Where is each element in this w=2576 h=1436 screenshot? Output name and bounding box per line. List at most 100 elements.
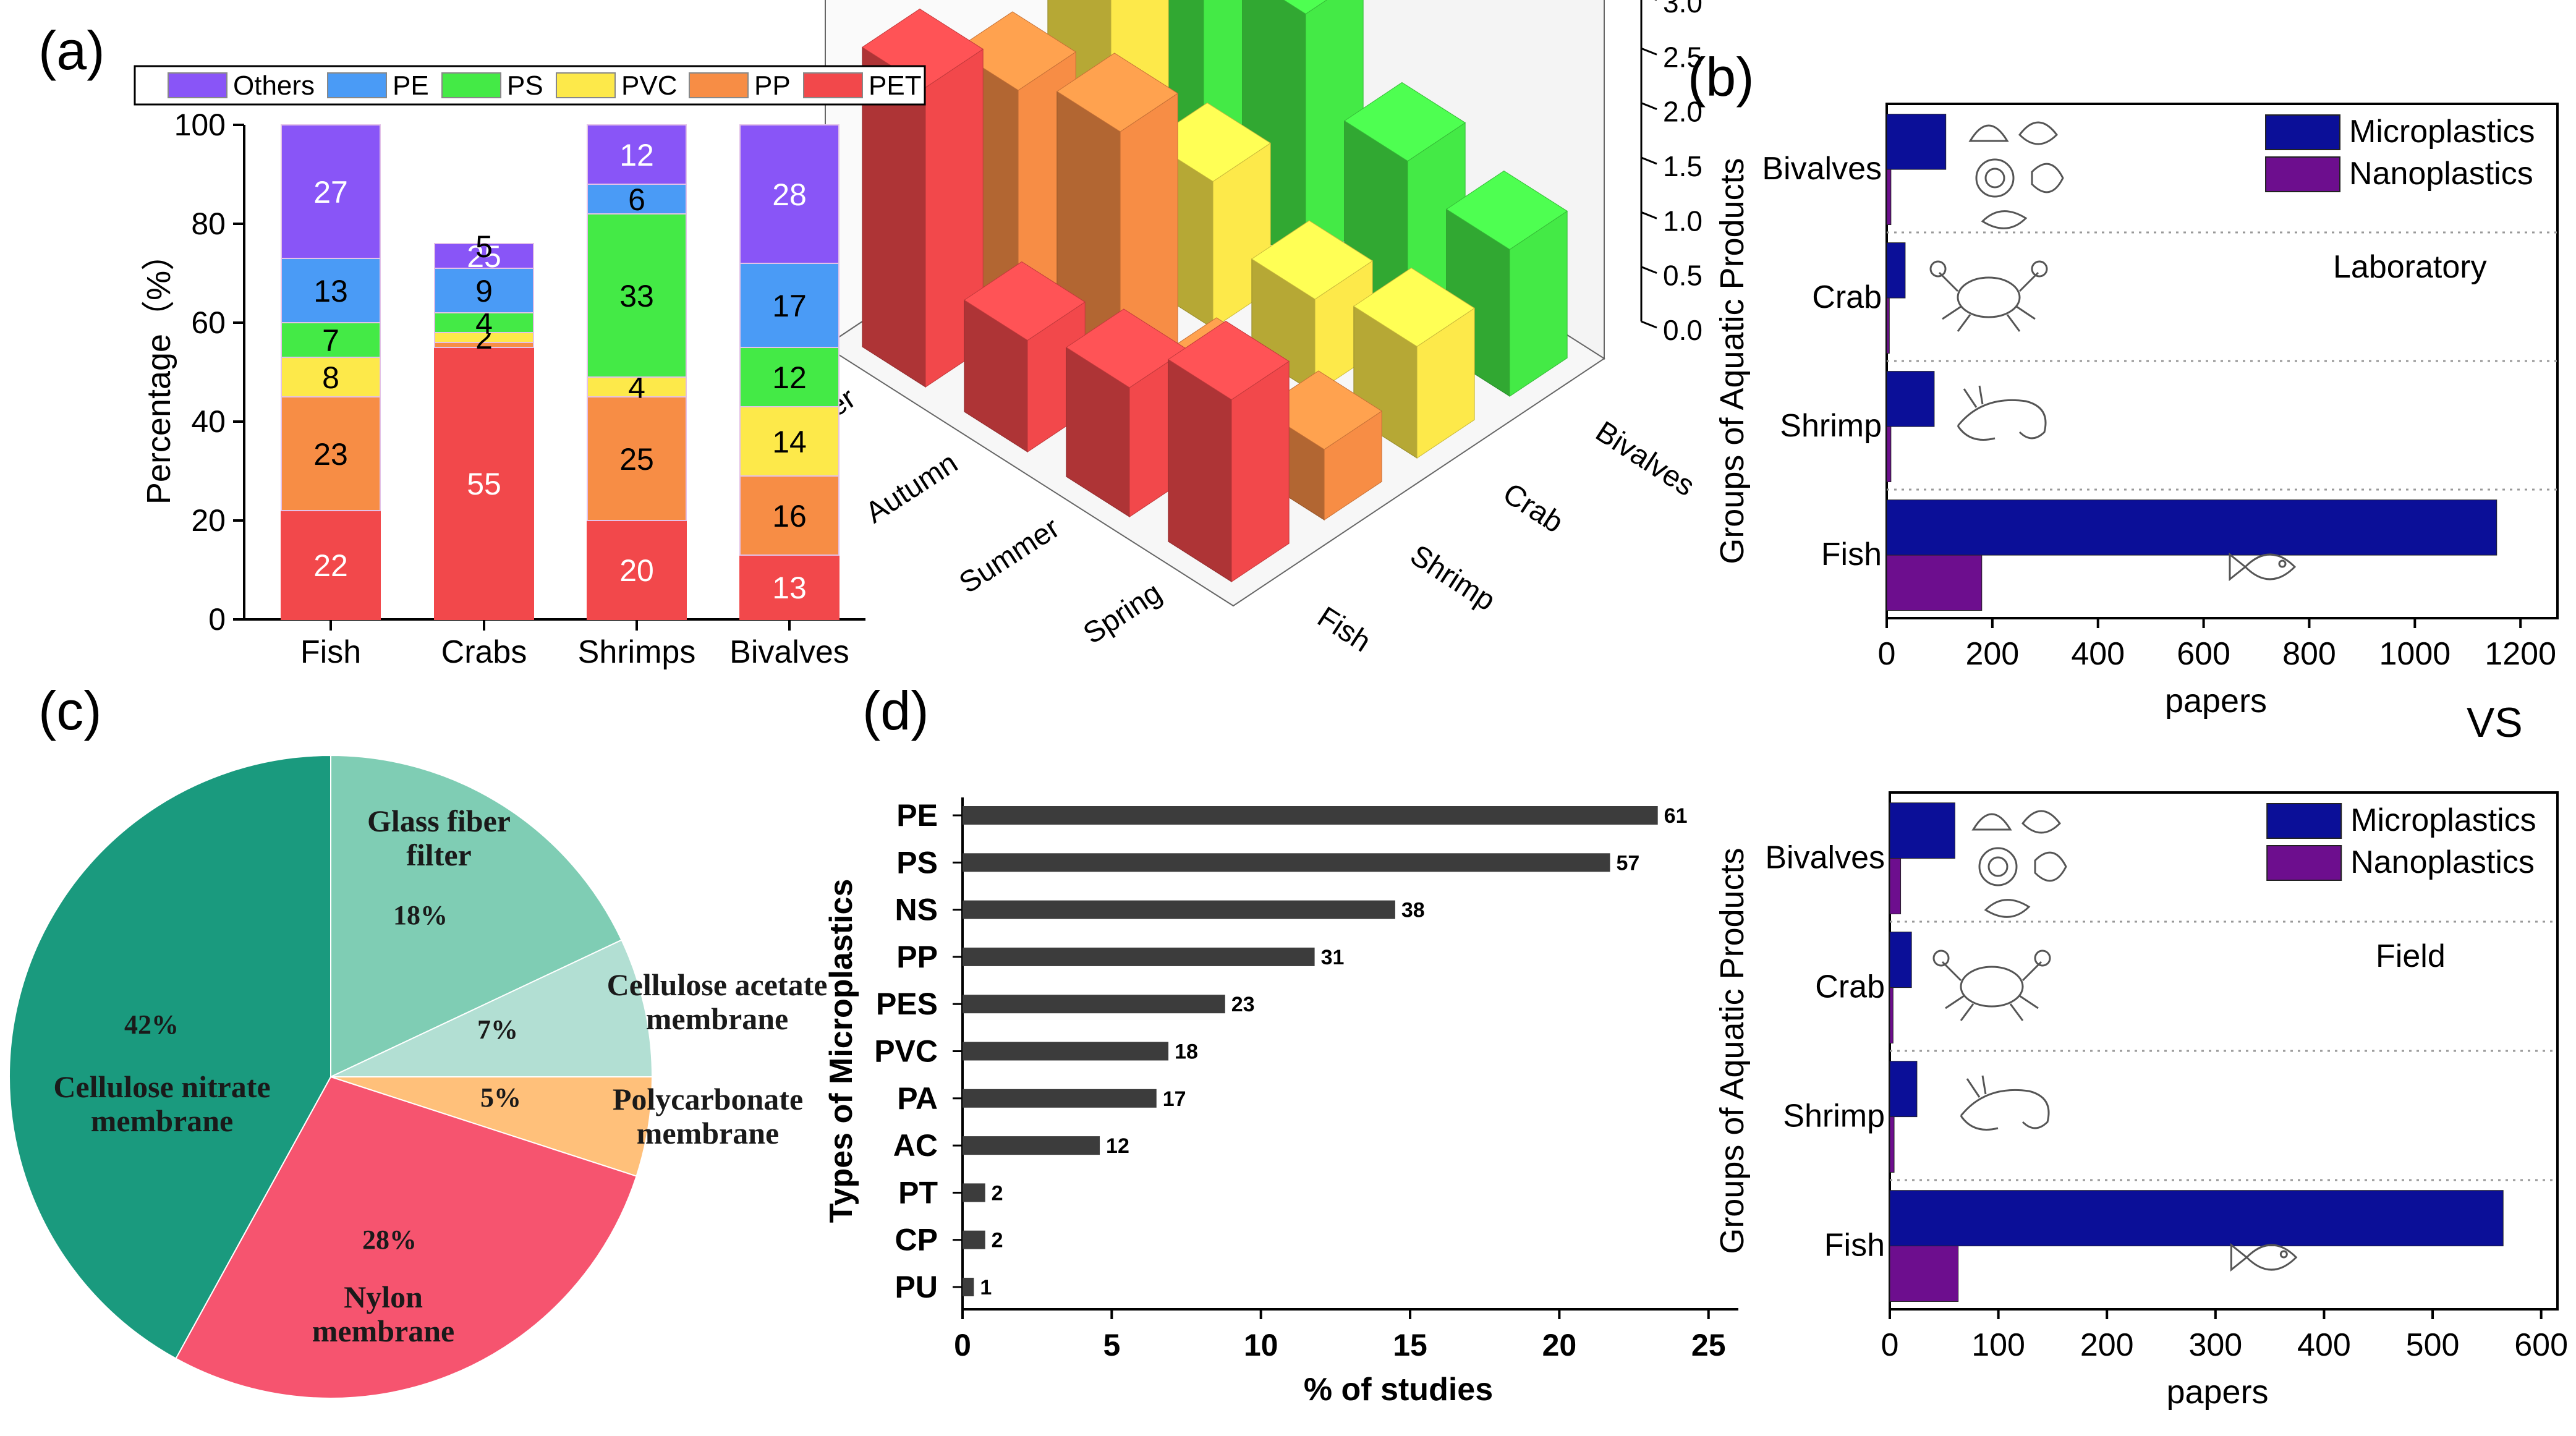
b-field-bar: [1889, 1246, 1959, 1302]
a-legend-label: Others: [233, 70, 315, 101]
c-slice-name: Cellulose acetate: [607, 967, 828, 1002]
a-y-axis-label: Percentage（%）: [140, 237, 177, 504]
a-data-label: 12: [619, 138, 654, 172]
b-lab-bar: [1886, 242, 1906, 299]
d-bar: [963, 1183, 985, 1202]
d-count-label: 23: [1231, 993, 1255, 1016]
a-data-label: 17: [772, 289, 807, 323]
a-data-label: 8: [322, 360, 339, 395]
a3d-bar-top: [1167, 320, 1290, 401]
a3d-z-tick: [1641, 156, 1657, 165]
d-category-label: PA: [897, 1081, 938, 1116]
c-pie-slice: [9, 754, 331, 1360]
c-slice-name: membrane: [637, 1116, 780, 1150]
crab-body: [1960, 966, 2024, 1008]
b-field-crab-icon: [1932, 950, 2051, 1021]
shell-outline: [2018, 121, 2058, 145]
crab-claw: [2031, 260, 2048, 278]
a-data-label: 13: [772, 571, 807, 605]
a-data-label: 7: [322, 323, 339, 358]
a-bar-segment: [739, 263, 840, 348]
b-field-x-tick-label: 0: [1881, 1327, 1899, 1363]
a-data-label: 12: [772, 360, 807, 395]
d-bar: [963, 995, 1225, 1014]
d-count-label: 2: [992, 1181, 1003, 1205]
a-bar-segment: [739, 124, 840, 264]
a3d-species-label: Shrimp: [1405, 539, 1501, 618]
shell-outline: [1987, 856, 2009, 877]
b-lab-x-tick-label: 400: [2071, 636, 2125, 672]
b-lab-bar: [1886, 426, 1892, 483]
a-legend-label: PE: [393, 70, 429, 101]
a-bar-segment: [587, 396, 687, 521]
a-bar-segment: [739, 475, 840, 556]
b-field-x-tick-label: 400: [2297, 1327, 2351, 1363]
d-bar: [963, 1042, 1169, 1061]
a3d-species-label: Fish: [1312, 601, 1377, 659]
d-x-axis-label: % of studies: [1304, 1372, 1493, 1408]
b-lab-x-tick-label: 600: [2177, 636, 2230, 672]
b-lab-legend-label: Nanoplastics: [2349, 156, 2533, 192]
a3d-z-tick: [1641, 211, 1657, 219]
a3d-z-tick: [1641, 320, 1657, 329]
d-bar: [963, 900, 1395, 919]
a-legend-box: [134, 65, 926, 106]
a3d-bar-top: [1056, 53, 1179, 132]
a-x-tick-label: Bivalves: [729, 634, 849, 670]
a3d-bar-top: [1445, 170, 1568, 250]
a3d-species-label: Bivalves: [1590, 415, 1701, 503]
c-slice-name: Polycarbonate: [613, 1082, 803, 1116]
a3d-z-tick: [1641, 47, 1657, 56]
d-category-label: PVC: [874, 1034, 938, 1069]
a3d-season-label: Spring: [1078, 576, 1167, 650]
b-lab-shrimp-icon: [1957, 385, 2047, 441]
b-field-category-label: Shrimp: [1783, 1098, 1885, 1134]
d-count-label: 61: [1664, 804, 1688, 828]
a-data-label: 6: [628, 182, 645, 217]
a-bar-segment: [281, 357, 381, 397]
a-legend-swatch: [168, 72, 227, 98]
b-field-legend-label: Nanoplastics: [2350, 844, 2535, 880]
c-slice-percent: 7%: [477, 1014, 518, 1045]
a-data-label: 20: [619, 553, 654, 588]
b-lab-crab-icon: [1929, 260, 2048, 332]
b-lab-x-tick-label: 200: [1965, 636, 2019, 672]
fish-eye: [2279, 1250, 2288, 1259]
a-data-label: 9: [475, 274, 493, 308]
a-bar-segment: [739, 406, 840, 477]
c-slice-name: membrane: [91, 1103, 234, 1138]
panel-a-stacked-chart: 0 20 40 60 80 100 Percentage（%） Fish 22 23 87 13 27 C…: [134, 65, 926, 670]
d-count-label: 12: [1106, 1134, 1129, 1158]
c-pie-slice: [330, 754, 623, 1078]
b-lab-x-tick-label: 800: [2282, 636, 2336, 672]
d-count-label: 17: [1163, 1087, 1186, 1111]
d-count-label: 31: [1321, 946, 1345, 969]
shrimp-body: [1957, 399, 2047, 440]
d-count-label: 57: [1616, 851, 1639, 875]
d-count-label: 1: [980, 1276, 992, 1299]
b-lab-bivalves-icon: [1968, 121, 2064, 229]
d-bar: [963, 1136, 1100, 1155]
a3d-bar-top: [1343, 82, 1466, 162]
a-data-label: 25: [619, 442, 654, 477]
b-field-bar: [1889, 1116, 1895, 1173]
a-data-label: 55: [467, 467, 501, 501]
shell-outline: [2021, 810, 2061, 834]
panel-label-a: (a): [38, 20, 105, 81]
b-lab-fish-icon: [2229, 552, 2297, 582]
a-bar-segment: [739, 347, 840, 407]
a-y-tick-label: 20: [191, 503, 226, 538]
b-lab-bar: [1886, 169, 1892, 226]
a-legend-label: PVC: [621, 70, 677, 101]
a-data-label: 23: [313, 437, 348, 472]
crab-body: [1957, 276, 2021, 318]
shell-outline: [1971, 813, 2012, 831]
a3d-bar-top: [1283, 0, 1327, 15]
b-field-bar: [1889, 1190, 2504, 1247]
b-lab-legend-swatch: [2265, 156, 2341, 192]
shrimp-body: [1960, 1089, 2050, 1129]
fish-eye: [2278, 559, 2287, 568]
